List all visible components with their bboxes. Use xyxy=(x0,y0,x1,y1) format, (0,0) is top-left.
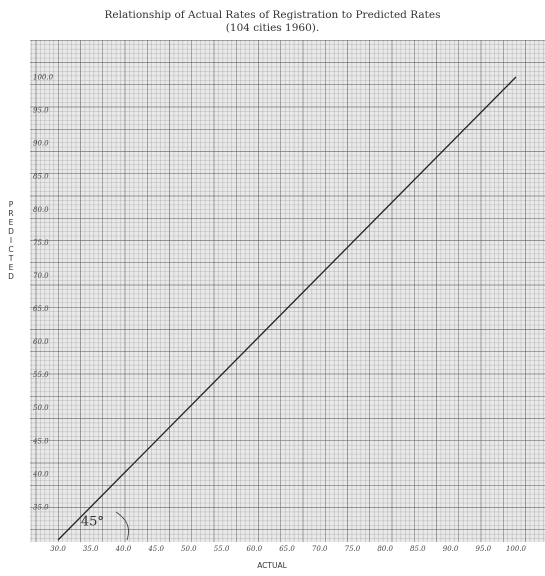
x-tick-label: 100.0 xyxy=(506,545,527,553)
y-tick-label: 95.0 xyxy=(33,107,49,115)
x-tick-label: 75.0 xyxy=(345,545,361,553)
y-tick-label: 40.0 xyxy=(32,470,49,478)
y-tick-label: 75.0 xyxy=(33,239,49,247)
x-tick-label: 85.0 xyxy=(410,545,426,553)
plot-background xyxy=(30,40,545,542)
y-tick-label: 60.0 xyxy=(33,338,49,346)
annotations: 45° xyxy=(81,514,104,529)
chart-subtitle: (104 cities 1960). xyxy=(225,22,320,34)
y-tick-label: 70.0 xyxy=(33,272,49,280)
x-tick-label: 50.0 xyxy=(181,545,197,553)
angle-arc-mark xyxy=(115,511,130,541)
x-tick-label: 70.0 xyxy=(312,545,328,553)
series-line xyxy=(57,76,517,541)
x-axis-ticks: 30.0 35.0 40.0 45.0 50.0 55.0 60.0 65.0 70.0 75.0… xyxy=(50,545,526,553)
y-tick-label: 100.0 xyxy=(33,74,54,82)
x-tick-label: 95.0 xyxy=(475,545,491,553)
y-tick-label: 80.0 xyxy=(33,206,49,214)
x-tick-label: 65.0 xyxy=(279,545,295,553)
y-tick-label: 50.0 xyxy=(33,404,49,412)
x-tick-label: 55.0 xyxy=(214,545,230,553)
angle-annotation: 45° xyxy=(81,514,104,529)
x-tick-label: 80.0 xyxy=(377,545,393,553)
chart-title: Relationship of Actual Rates of Registra… xyxy=(104,9,441,21)
y-tick-label: 85.0 xyxy=(33,173,49,181)
x-tick-label: 45.0 xyxy=(147,545,164,553)
x-tick-label: 35.0 xyxy=(83,545,99,553)
y-tick-label: 35.0 xyxy=(33,503,49,511)
y-tick-label: 45.0 xyxy=(32,437,49,445)
x-tick-label: 60.0 xyxy=(246,545,262,553)
y-axis-ticks: 35.0 40.0 45.0 50.0 55.0 60.0 65.0 70.0 75.0 80.0… xyxy=(32,74,54,512)
y-tick-label: 65.0 xyxy=(33,305,49,313)
x-tick-label: 40.0 xyxy=(115,545,132,553)
x-axis-label: ACTUAL xyxy=(257,561,287,570)
y-tick-label: 90.0 xyxy=(33,140,49,148)
y-tick-label: 55.0 xyxy=(33,371,49,379)
series-lines xyxy=(57,76,517,541)
x-tick-label: 30.0 xyxy=(50,545,66,553)
x-tick-label: 90.0 xyxy=(443,545,459,553)
